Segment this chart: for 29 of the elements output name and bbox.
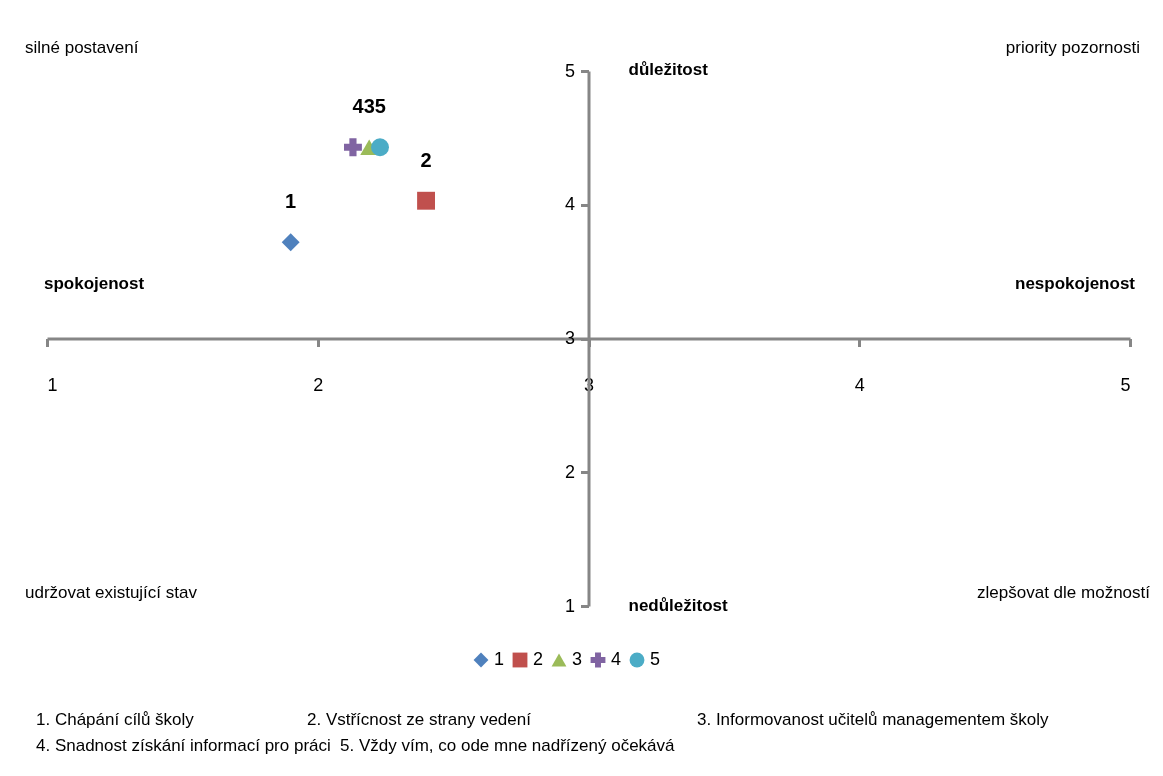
x-tick-label: 2	[313, 375, 324, 395]
annotation: zlepšovat dle možností	[977, 583, 1151, 602]
text: priority pozornosti	[1005, 38, 1140, 57]
legend-label: 1	[494, 649, 505, 669]
y-tick-label: 2	[564, 461, 575, 482]
annotation: 435	[352, 95, 386, 118]
annotation: 1	[285, 190, 297, 213]
annotation: nedůležitost	[628, 596, 729, 615]
text: 1. Chápání cílů školy	[36, 710, 195, 729]
annotation: 2	[420, 148, 432, 171]
x-tick-label: 1	[47, 375, 58, 395]
y-tick-label: 3	[564, 328, 575, 348]
text: silné postavení	[25, 38, 139, 57]
x-tick-label: 5	[1120, 375, 1131, 395]
annotation: spokojenost	[44, 274, 145, 293]
text: 5. Vždy vím, co ode mne nadřízený očekává	[340, 736, 676, 755]
text: 3. Informovanost učitelů managementem školy	[697, 710, 1049, 729]
y-tick-label: 5	[564, 60, 575, 81]
text: 4. Snadnost získání informací pro práci	[36, 736, 331, 755]
annotation: důležitost	[628, 60, 709, 79]
x-tick-label: 4	[854, 375, 865, 395]
y-tick-label: 1	[564, 595, 575, 616]
text: 2. Vstřícnost ze strany vedení	[307, 710, 532, 729]
annotation: udržovat existující stav	[25, 583, 198, 602]
y-tick-label: 4	[564, 194, 575, 215]
legend-label: 4	[611, 649, 622, 669]
legend-label: 2	[533, 649, 544, 669]
legend-label: 5	[650, 649, 661, 669]
annotation: nespokojenost	[1015, 274, 1136, 293]
